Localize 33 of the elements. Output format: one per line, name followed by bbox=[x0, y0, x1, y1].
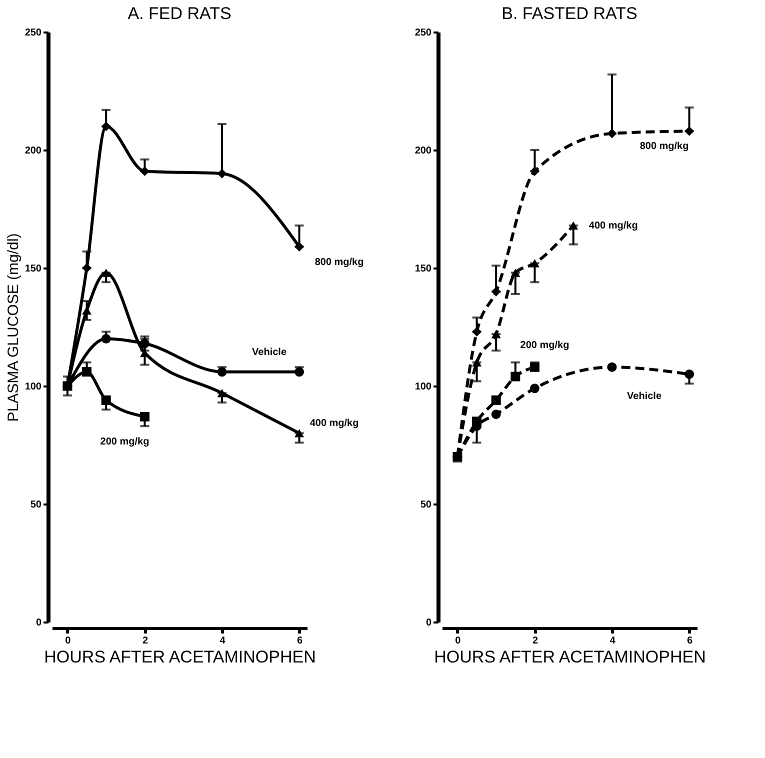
x-tick-label: 4 bbox=[220, 636, 226, 646]
y-tick-label: 100 bbox=[414, 382, 432, 392]
y-tick-label: 0 bbox=[426, 618, 432, 628]
y-tick-label: 200 bbox=[24, 146, 42, 156]
y-tick-label: 150 bbox=[414, 264, 432, 274]
x-tick-label: 0 bbox=[455, 636, 462, 646]
x-tick-label: 6 bbox=[686, 636, 693, 646]
y-axis-title: PLASMA GLUCOSE (mg/dl) bbox=[4, 233, 22, 422]
x-axis-title: HOURS AFTER ACETAMINOPHEN bbox=[434, 648, 706, 666]
y-tick-label: 200 bbox=[414, 146, 432, 156]
y-tick-label: 150 bbox=[24, 264, 42, 274]
series-label: 400 mg/kg bbox=[588, 220, 638, 232]
text: Vehicle bbox=[627, 391, 662, 402]
y-tick-label: 0 bbox=[36, 618, 42, 628]
x-tick-label: 6 bbox=[296, 636, 303, 646]
chart-title: A. FED RATS bbox=[128, 4, 232, 23]
y-tick-label: 250 bbox=[414, 28, 432, 38]
series-label: 200 mg/kg bbox=[100, 436, 150, 448]
y-tick-label: 250 bbox=[24, 28, 42, 38]
x-axis-title: HOURS AFTER ACETAMINOPHEN bbox=[44, 648, 316, 666]
x-tick-label: 2 bbox=[142, 636, 148, 646]
series-label: 400 mg/kg bbox=[310, 418, 359, 430]
x-tick-label: 0 bbox=[65, 636, 72, 646]
x-tick-label: 2 bbox=[532, 636, 538, 646]
y-tick-label: 100 bbox=[24, 382, 42, 392]
chart-title: B. FASTED RATS bbox=[502, 4, 638, 23]
series-label: 800 mg/kg bbox=[314, 256, 364, 268]
x-tick-label: 4 bbox=[610, 636, 616, 646]
y-tick-label: 50 bbox=[30, 500, 42, 510]
series-label: 200 mg/kg bbox=[520, 340, 570, 352]
series-label: Vehicle bbox=[252, 346, 287, 358]
y-tick-label: 50 bbox=[420, 500, 432, 510]
series-label: 800 mg/kg bbox=[640, 141, 689, 152]
